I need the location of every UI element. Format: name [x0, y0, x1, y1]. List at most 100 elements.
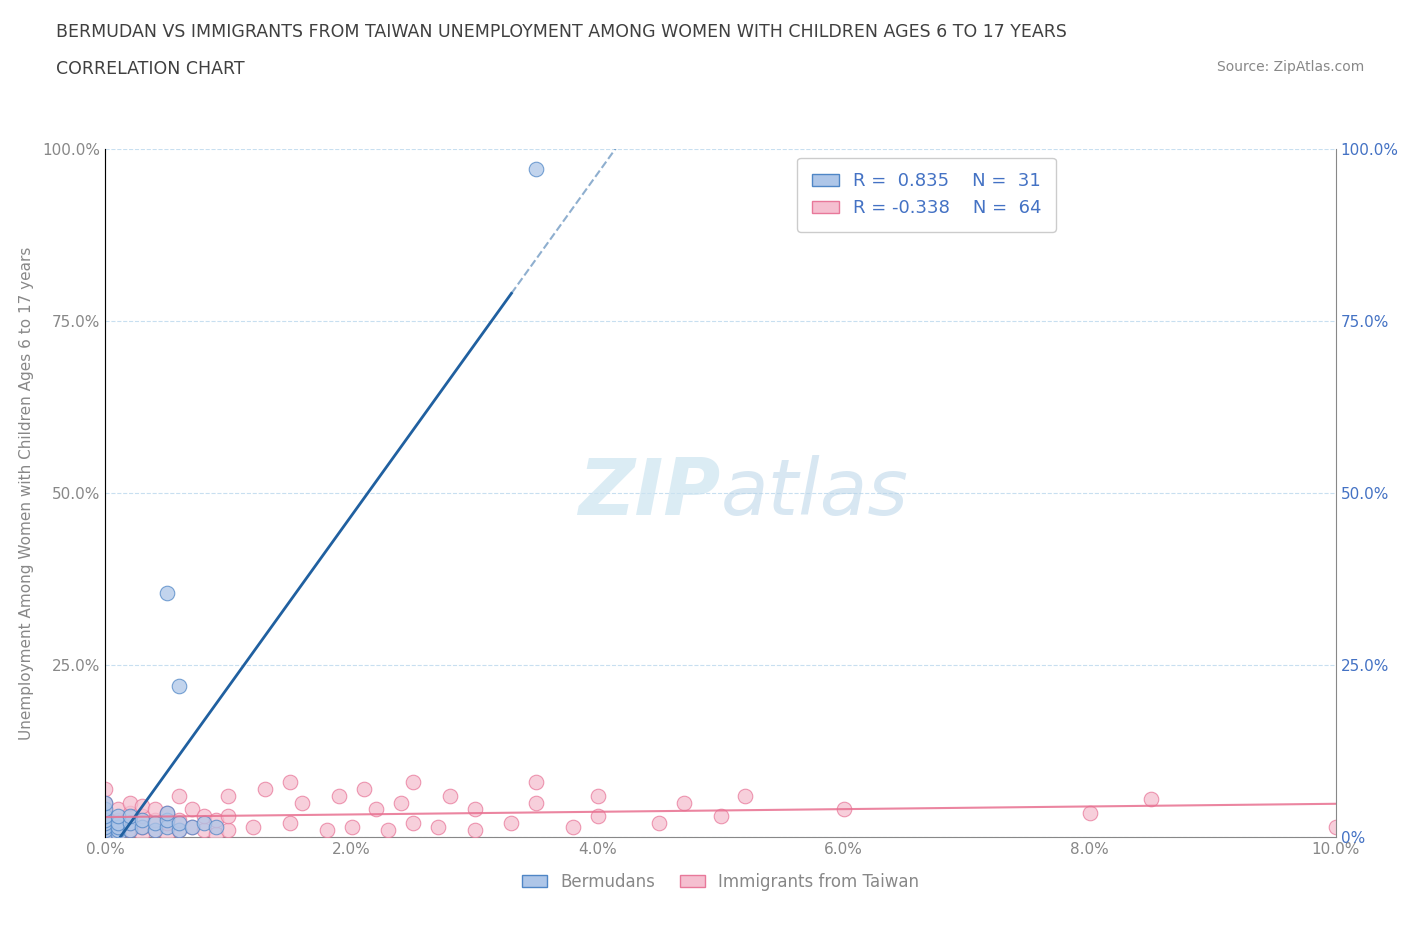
Text: ZIP: ZIP [578, 455, 721, 531]
Point [672, 795, 695, 810]
Point [107, 819, 129, 834]
Point [120, 805, 141, 820]
Point [107, 819, 129, 834]
Point [131, 819, 153, 834]
Point [242, 819, 264, 834]
Point [710, 809, 733, 824]
Point [734, 789, 756, 804]
Point [524, 775, 547, 790]
Point [169, 813, 191, 828]
Point [107, 816, 129, 830]
Point [94, 802, 117, 817]
Point [143, 823, 166, 838]
Point [131, 799, 153, 814]
Point [439, 789, 461, 804]
Point [832, 802, 855, 817]
Point [120, 816, 141, 830]
Point [107, 826, 129, 841]
Point [169, 678, 191, 693]
Point [131, 826, 153, 841]
Point [340, 819, 363, 834]
Text: Source: ZipAtlas.com: Source: ZipAtlas.com [1216, 60, 1364, 74]
Point [169, 816, 191, 830]
Point [131, 813, 153, 828]
Point [156, 813, 179, 828]
Point [366, 802, 388, 817]
Point [180, 819, 202, 834]
Text: CORRELATION CHART: CORRELATION CHART [56, 60, 245, 78]
Point [648, 816, 671, 830]
Point [94, 826, 117, 841]
Point [143, 813, 166, 828]
Point [180, 802, 202, 817]
Point [131, 809, 153, 824]
Point [94, 795, 117, 810]
Point [328, 789, 350, 804]
Point [586, 789, 609, 804]
Point [218, 789, 240, 804]
Point [156, 826, 179, 841]
Point [107, 813, 129, 828]
Point [389, 795, 412, 810]
Point [107, 802, 129, 817]
Point [193, 809, 215, 824]
Point [156, 585, 179, 600]
Point [1078, 805, 1101, 820]
Text: BERMUDAN VS IMMIGRANTS FROM TAIWAN UNEMPLOYMENT AMONG WOMEN WITH CHILDREN AGES 6: BERMUDAN VS IMMIGRANTS FROM TAIWAN UNEMP… [56, 23, 1067, 41]
Point [120, 809, 141, 824]
Point [377, 823, 399, 838]
Point [193, 823, 215, 838]
Legend: Bermudans, Immigrants from Taiwan: Bermudans, Immigrants from Taiwan [515, 866, 927, 897]
Point [156, 816, 179, 830]
Point [94, 809, 117, 824]
Point [143, 823, 166, 838]
Point [156, 805, 179, 820]
Point [426, 819, 449, 834]
Point [120, 823, 141, 838]
Point [131, 819, 153, 834]
Point [107, 809, 129, 824]
Point [120, 816, 141, 830]
Point [402, 816, 425, 830]
Point [156, 805, 179, 820]
Point [180, 819, 202, 834]
Point [94, 809, 117, 824]
Point [94, 826, 117, 841]
Point [94, 816, 117, 830]
Point [464, 802, 486, 817]
Point [402, 775, 425, 790]
Point [218, 809, 240, 824]
Point [464, 823, 486, 838]
Point [107, 826, 129, 841]
Point [291, 795, 314, 810]
Point [205, 813, 228, 828]
Point [353, 781, 375, 796]
Point [1140, 791, 1163, 806]
Point [120, 795, 141, 810]
Point [193, 816, 215, 830]
Point [218, 823, 240, 838]
Point [169, 823, 191, 838]
Point [94, 816, 117, 830]
Point [278, 816, 301, 830]
Text: atlas: atlas [721, 455, 908, 531]
Point [205, 819, 228, 834]
Point [94, 819, 117, 834]
Point [254, 781, 277, 796]
Point [562, 819, 585, 834]
Point [156, 819, 179, 834]
Point [169, 789, 191, 804]
Point [278, 775, 301, 790]
Point [1324, 819, 1347, 834]
Point [143, 802, 166, 817]
Point [94, 781, 117, 796]
Point [107, 823, 129, 838]
Point [94, 813, 117, 828]
Point [94, 823, 117, 838]
Point [501, 816, 523, 830]
Point [524, 162, 547, 177]
Point [205, 826, 228, 841]
Point [586, 809, 609, 824]
Point [315, 823, 337, 838]
Point [169, 823, 191, 838]
